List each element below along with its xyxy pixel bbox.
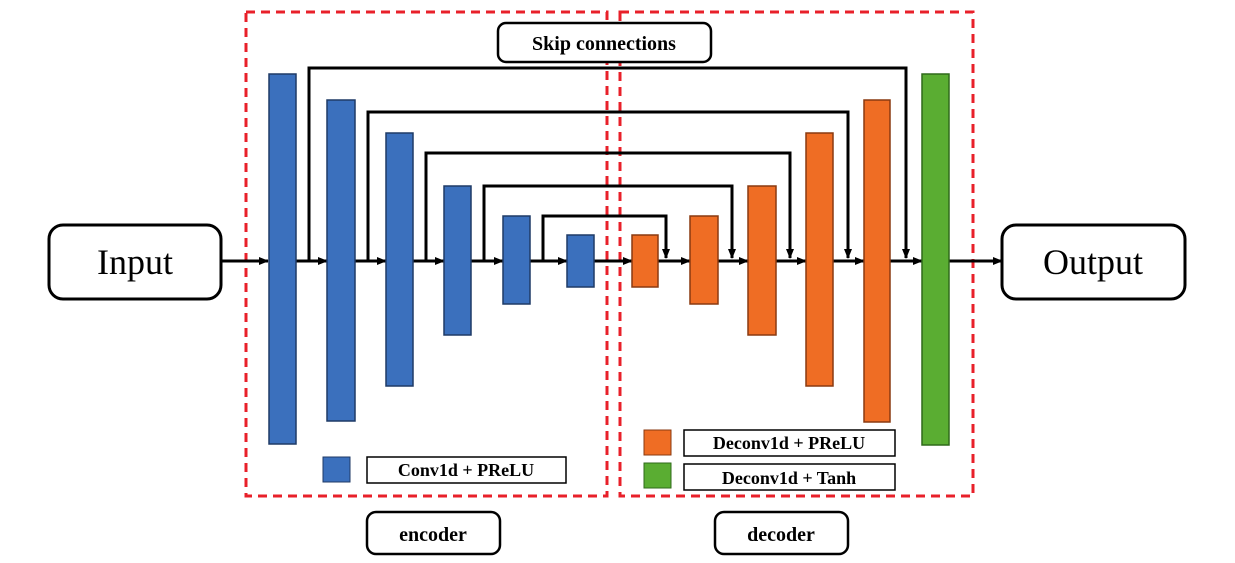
encoder-block-5: [502, 215, 531, 305]
skip-line-4: [482, 184, 736, 261]
legend-swatch-conv: [322, 456, 351, 483]
decoder-label: decoder: [747, 524, 815, 546]
encoder-region: [244, 10, 609, 498]
legend-label-deconv-tanh: Deconv1d + Tanh: [722, 468, 856, 488]
input-box: [47, 223, 223, 301]
skip-line-1: [307, 66, 910, 261]
legend-swatch-deconv-tanh: [643, 462, 672, 489]
skip-connections: [307, 66, 910, 261]
legend-label-deconv-prelu: Deconv1d + PReLU: [713, 433, 865, 453]
decoder-block-1: [631, 234, 659, 288]
output-box: [1000, 223, 1187, 301]
legend-label-conv: Conv1d + PReLU: [398, 460, 534, 480]
encoder-block-4: [443, 185, 472, 336]
encoder-block-6: [566, 234, 595, 288]
output-node: Output: [1000, 223, 1187, 301]
skip-label-node: Skip connections: [496, 21, 713, 64]
legend-swatch-deconv-prelu: [643, 429, 672, 456]
encoder-block-1: [268, 73, 297, 445]
encoder-block-2: [326, 99, 356, 422]
decoder-block-5: [863, 99, 891, 423]
skip-label-box: [496, 21, 713, 64]
legend-box-deconv-prelu: [683, 429, 896, 457]
encoder-blocks: [268, 73, 595, 445]
encoder-block-3: [385, 132, 414, 387]
decoder-blocks: [631, 99, 891, 423]
decoder-block-2: [689, 215, 719, 305]
output-label: Output: [1043, 242, 1143, 282]
skip-line-5: [541, 214, 670, 261]
output-block: [921, 73, 950, 446]
input-node: Input: [47, 223, 223, 301]
encoder-label-node: encoder: [365, 510, 502, 556]
encoder-label: encoder: [399, 524, 467, 546]
legend: Conv1d + PReLU Deconv1d + PReLU Deconv1d…: [322, 429, 896, 491]
decoder-label-box: [713, 510, 850, 556]
decoder-block-4: [805, 132, 834, 387]
skip-line-3: [424, 151, 794, 261]
input-label: Input: [97, 242, 173, 282]
legend-box-deconv-tanh: [683, 463, 896, 491]
decoder-block-3: [747, 185, 777, 336]
decoder-label-node: decoder: [713, 510, 850, 556]
skip-label: Skip connections: [532, 33, 676, 55]
skip-line-2: [366, 110, 852, 261]
legend-box-conv: [366, 456, 567, 484]
decoder-region: [618, 10, 975, 498]
encoder-label-box: [365, 510, 502, 556]
